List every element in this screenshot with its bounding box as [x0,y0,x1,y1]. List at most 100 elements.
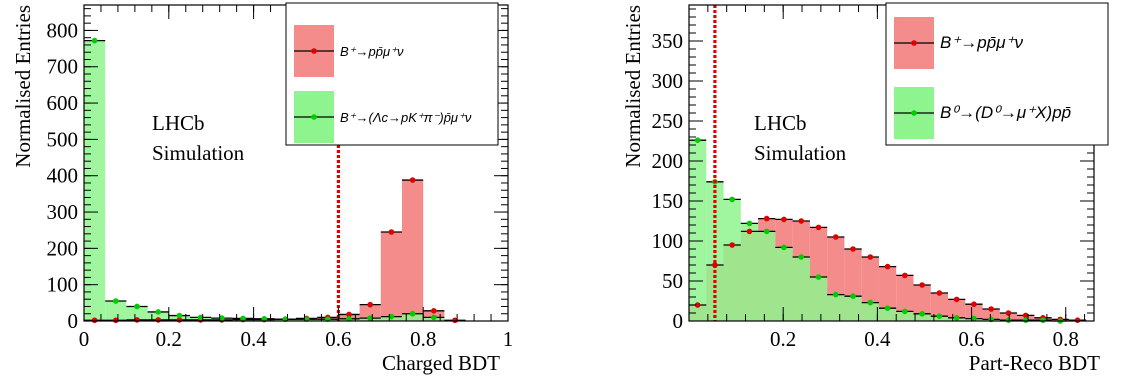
data-point [746,228,753,235]
annotation-lhcb: LHCb [754,111,807,135]
data-point [936,313,943,320]
y-tick-label: 0 [673,309,684,333]
y-tick-label: 700 [47,55,79,79]
y-tick-label: 100 [652,229,684,253]
data-point [346,311,352,318]
data-point [367,301,374,308]
data-point [346,316,352,322]
histogram-bar [105,301,127,321]
data-point [176,312,183,319]
x-tick-label: 0.6 [325,327,351,351]
data-point [388,313,395,320]
histogram-bar [878,308,897,321]
data-point [729,196,735,203]
x-tick-label: 0.4 [864,327,891,351]
data-point [850,293,856,300]
data-point [1074,317,1081,324]
legend-label: B⁺→(Λc→pK⁺π⁻)p̄μ⁺ν [340,110,472,125]
data-point [113,298,119,304]
y-tick-label: 100 [47,273,79,297]
series-markers-2 [84,37,445,322]
data-point [113,317,119,324]
data-point [884,305,891,312]
legend: B⁺→pp̄μ⁺ν B⁺→(Λc→pK⁺π⁻)p̄μ⁺ν [285,2,499,146]
histogram-bar [689,140,707,321]
data-point [815,224,822,231]
data-point [694,137,701,143]
histogram-bar [878,266,897,321]
x-tick-label: 0.2 [770,327,796,351]
data-point [729,242,735,248]
annotation-simulation: Simulation [754,141,847,165]
data-point [867,254,874,260]
data-point [134,303,140,310]
histogram-bar [809,277,828,321]
data-point [409,177,416,183]
data-point [1005,310,1012,316]
y-tick-label: 200 [652,149,684,173]
data-point [1040,317,1046,324]
y-axis-label: Normalised Entries [621,5,645,168]
data-point [781,216,787,223]
data-point [431,308,437,314]
y-tick-label: 400 [47,164,79,188]
legend-marker [311,48,317,54]
histogram-bar [775,247,793,321]
x-tick-label: 1 [503,327,514,351]
legend-label: B⁺→pp̄μ⁺ν [340,44,404,59]
data-point [1005,317,1012,324]
legend-marker [911,110,917,116]
y-tick-label: 0 [68,309,79,333]
x-tick-label: 0.8 [1053,327,1079,351]
histogram-bar [930,293,949,321]
annotation-simulation: Simulation [152,141,245,165]
data-point [919,282,925,288]
legend: B⁺→pp̄μ⁺ν B⁰→(D⁰→μ⁺X)pp̄ [885,2,1109,146]
histogram-bar [896,311,914,321]
data-point [832,291,839,298]
chart-panel-2: 0 50 100 150 200 250 300 350 0.2 0.4 0.6 0.8Part-Re… [621,2,1109,375]
data-point [798,218,805,224]
data-point [971,315,977,322]
data-point [219,315,225,321]
x-tick-label: 0.8 [410,327,436,351]
x-tick-label: 0.4 [240,327,267,351]
data-point [763,215,770,222]
histogram-bar [913,285,931,321]
x-axis-label: Charged BDT [382,351,500,375]
data-point [409,310,416,317]
y-tick-label: 200 [47,236,79,260]
y-tick-label: 250 [652,109,684,133]
data-point [452,317,458,324]
x-tick-label: 0.6 [958,327,984,351]
data-point [936,290,943,296]
histogram-bar [896,275,914,321]
histogram-bar [861,302,879,321]
y-tick-label: 150 [652,189,684,213]
data-point [261,316,268,322]
x-axis-label: Part-Reco BDT [969,351,1100,375]
data-point [1022,312,1029,319]
histogram-bar [359,304,381,321]
histogram-bar [402,180,424,321]
histogram-bar [84,40,106,322]
data-point [971,301,977,308]
data-point [197,314,204,321]
legend-marker [911,40,917,46]
histogram-bar [982,309,1000,321]
series-markers-2 [689,137,1069,324]
histogram-bar [965,304,983,321]
data-point [781,244,787,251]
histogram-bar [999,313,1018,321]
data-point [694,302,701,308]
histogram-bar [126,306,148,321]
histogram-bar [380,232,402,321]
y-tick-label: 600 [47,91,79,115]
data-point [388,229,395,235]
annotation-lhcb: LHCb [152,111,205,135]
data-point [1022,317,1029,324]
data-point [902,308,908,315]
y-tick-label: 300 [47,200,79,224]
